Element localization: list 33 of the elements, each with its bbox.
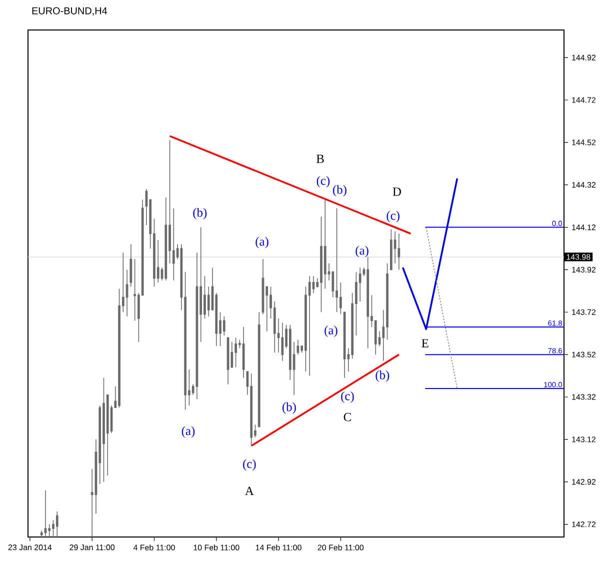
candlestick xyxy=(390,229,392,270)
candlestick xyxy=(44,490,47,538)
candlestick xyxy=(258,312,260,428)
annotation: (b) xyxy=(332,185,346,196)
chart-title: EURO-BUND,H4 xyxy=(32,7,108,16)
candlestick xyxy=(281,322,284,362)
candlestick xyxy=(226,337,230,385)
annotation: E xyxy=(422,339,428,348)
annotation: (a) xyxy=(256,236,268,248)
candlestick xyxy=(250,373,253,446)
annotation: B xyxy=(316,154,324,163)
annotation: (a) xyxy=(324,326,338,337)
candlestick xyxy=(308,276,311,376)
annotation: (b) xyxy=(376,370,390,382)
annotation: (b) xyxy=(282,402,296,414)
annotation: (c) xyxy=(341,391,354,403)
candlestick xyxy=(242,326,245,378)
annotation: (c) xyxy=(386,211,400,222)
annotation: (c) xyxy=(243,459,256,471)
annotation: (a) xyxy=(356,246,368,258)
annotation: (c) xyxy=(316,176,330,188)
candlestick xyxy=(130,244,132,288)
candlestick xyxy=(366,256,370,349)
annotation: D xyxy=(392,188,401,196)
candlestick xyxy=(343,312,346,378)
candlestick xyxy=(102,378,105,482)
candlestick xyxy=(398,233,400,270)
annotation: A xyxy=(245,486,254,495)
annotation: (b) xyxy=(193,208,207,220)
candlestick xyxy=(296,339,300,355)
annotation: C xyxy=(344,412,351,422)
annotation: (a) xyxy=(182,426,195,438)
candlestick xyxy=(56,511,58,538)
